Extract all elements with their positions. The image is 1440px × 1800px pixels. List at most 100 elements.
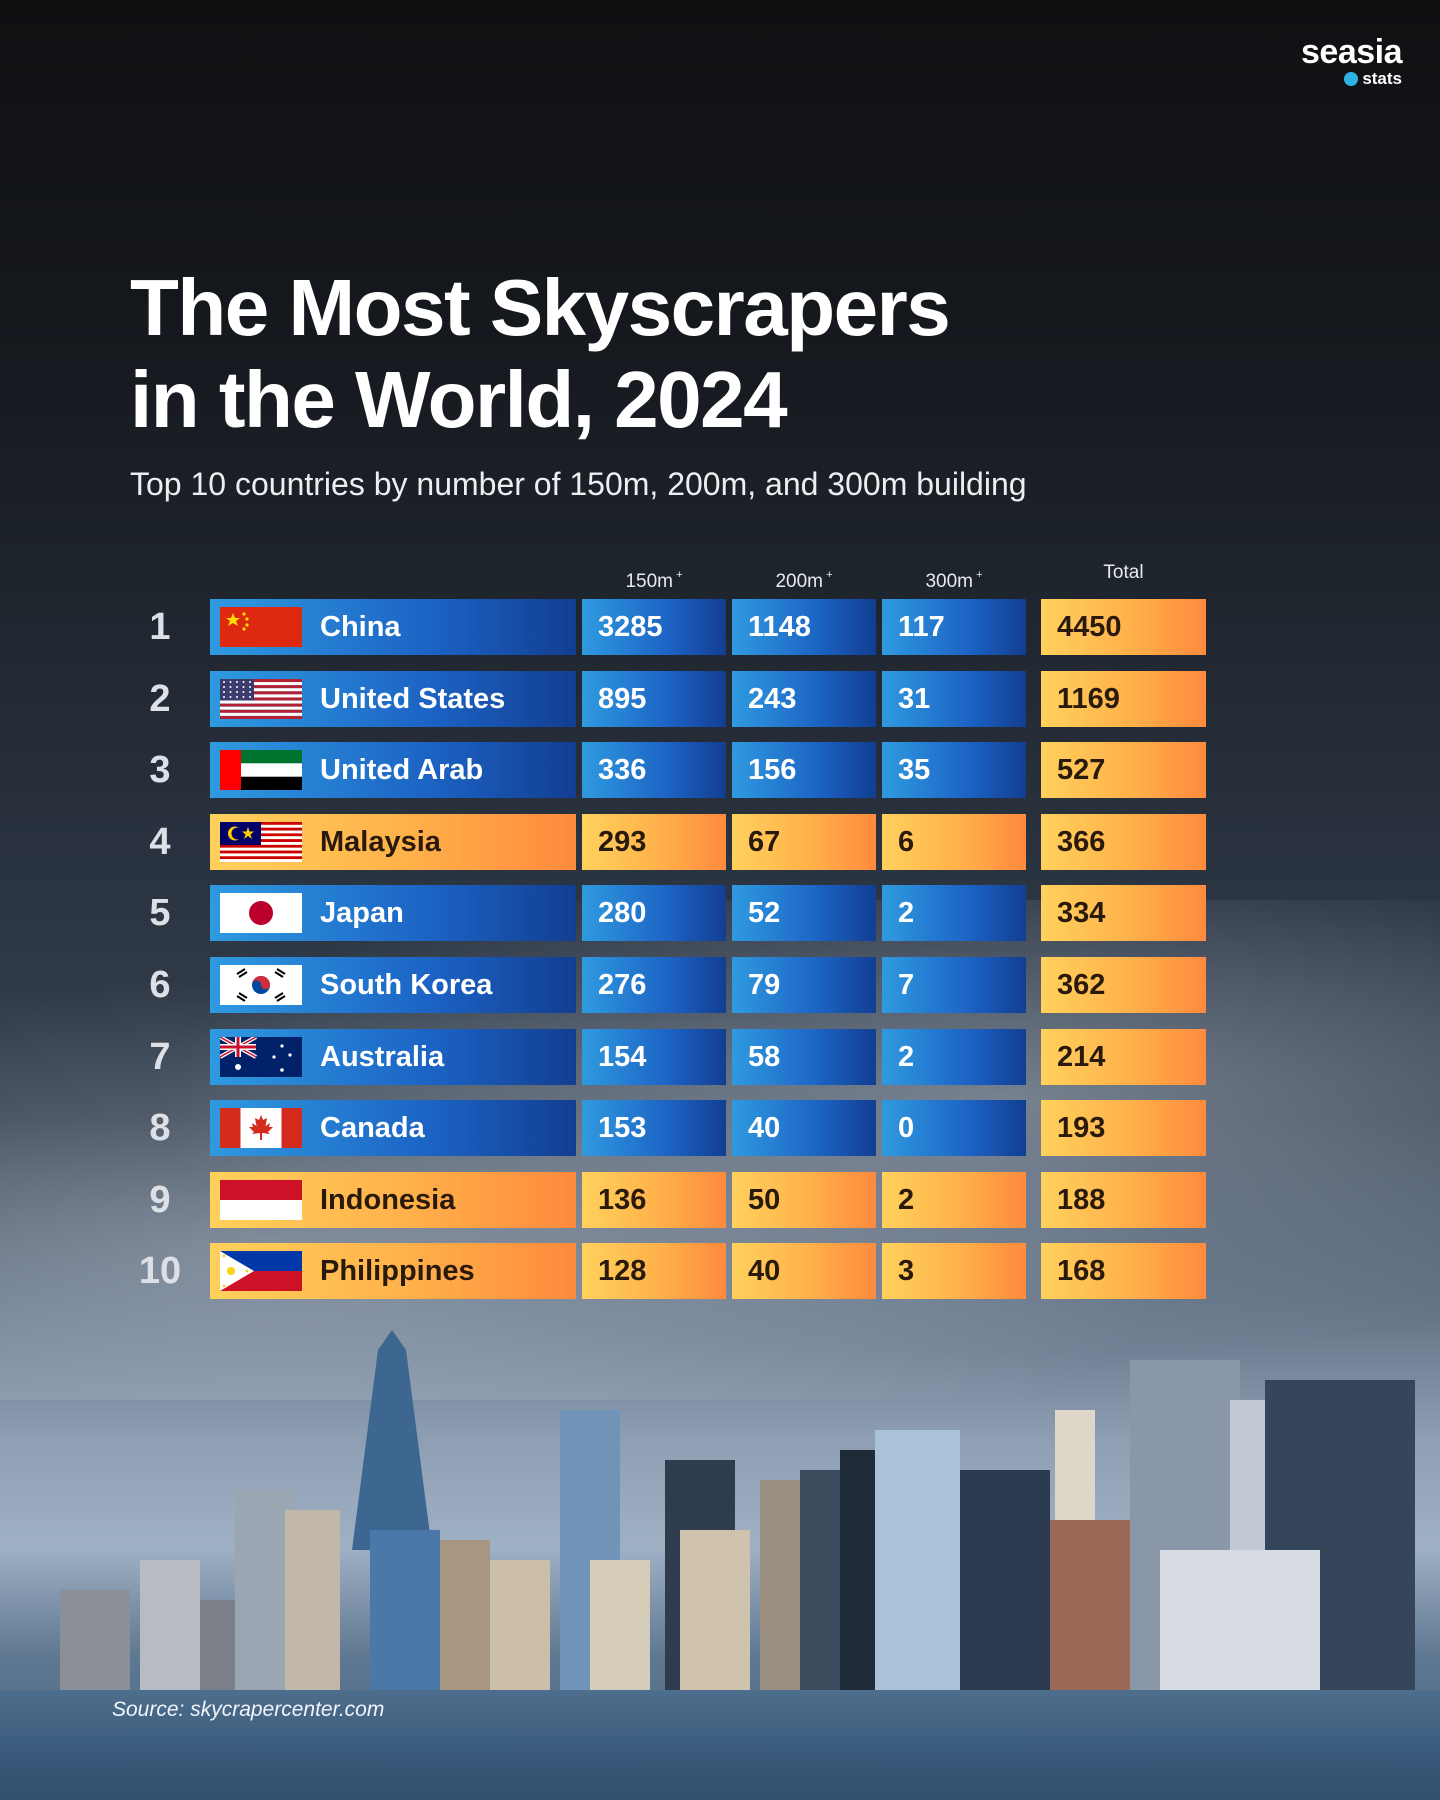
total-value-cell: 527 <box>1041 742 1206 798</box>
chart-subtitle: Top 10 countries by number of 150m, 200m… <box>130 466 1027 502</box>
value-cell-150m: 293 <box>582 814 726 870</box>
brand-name: seasia <box>1301 33 1403 71</box>
value-cell-150m: 280 <box>582 885 726 941</box>
rank-number: 1 <box>149 606 171 648</box>
country-name: Indonesia <box>320 1184 456 1216</box>
column-header-300m: 300m + <box>882 563 1026 594</box>
total-value-cell: 4450 <box>1041 599 1206 655</box>
country-name: Canada <box>320 1112 425 1144</box>
total-value-cell: 366 <box>1041 814 1206 870</box>
country-cell: Indonesia <box>210 1172 576 1228</box>
country-name: United Arab <box>320 754 484 786</box>
column-header-150m: 150m + <box>582 563 726 594</box>
total-value-cell: 334 <box>1041 885 1206 941</box>
chart-title: The Most Skyscrapers in the World, 2024 <box>130 262 1330 446</box>
value-cell-150m: 276 <box>582 957 726 1013</box>
philippines-flag-icon <box>220 1251 302 1291</box>
column-header-sup: + <box>673 569 683 581</box>
value-cell-200m: 40 <box>732 1100 876 1156</box>
rank-number: 6 <box>149 964 171 1006</box>
value-cell-300m: 35 <box>882 742 1026 798</box>
value-cell-300m: 0 <box>882 1100 1026 1156</box>
value-cell-200m: 52 <box>732 885 876 941</box>
value-cell-300m: 3 <box>882 1243 1026 1299</box>
value-cell-300m: 117 <box>882 599 1026 655</box>
column-header-label: Total <box>1103 562 1144 583</box>
country-cell: Japan <box>210 885 576 941</box>
brand-sub-label: stats <box>1362 69 1402 88</box>
column-header-label: 150m <box>625 571 674 592</box>
value-cell-300m: 2 <box>882 885 1026 941</box>
value-cell-150m: 153 <box>582 1100 726 1156</box>
title-line-2: in the World, 2024 <box>130 355 788 444</box>
value-cell-150m: 154 <box>582 1029 726 1085</box>
rank-number: 10 <box>138 1250 182 1292</box>
indonesia-flag-icon <box>220 1180 302 1220</box>
value-cell-200m: 243 <box>732 671 876 727</box>
rank-number: 7 <box>149 1036 171 1078</box>
country-cell: Canada <box>210 1100 576 1156</box>
rank-number: 5 <box>149 892 171 934</box>
column-header-sup: + <box>973 569 983 581</box>
value-cell-300m: 6 <box>882 814 1026 870</box>
rank-number: 3 <box>149 749 171 791</box>
value-cell-200m: 79 <box>732 957 876 1013</box>
country-name: Japan <box>320 897 404 929</box>
south-korea-flag-icon <box>220 965 302 1005</box>
value-cell-300m: 7 <box>882 957 1026 1013</box>
country-cell: United States <box>210 671 576 727</box>
canada-flag-icon <box>220 1108 302 1148</box>
country-name: Philippines <box>320 1255 475 1287</box>
title-line-1: The Most Skyscrapers <box>130 263 951 352</box>
value-cell-200m: 58 <box>732 1029 876 1085</box>
country-cell: China <box>210 599 576 655</box>
value-cell-200m: 156 <box>732 742 876 798</box>
value-cell-300m: 2 <box>882 1172 1026 1228</box>
country-name: South Korea <box>320 969 493 1001</box>
value-cell-150m: 895 <box>582 671 726 727</box>
china-flag-icon <box>220 607 302 647</box>
value-cell-300m: 2 <box>882 1029 1026 1085</box>
brand-sub: stats <box>1301 70 1402 88</box>
country-cell: United Arab <box>210 742 576 798</box>
value-cell-200m: 50 <box>732 1172 876 1228</box>
country-name: Malaysia <box>320 826 441 858</box>
column-header-label: 200m <box>775 571 824 592</box>
column-header-label: 300m <box>925 571 974 592</box>
rank-number: 4 <box>149 821 171 863</box>
total-value-cell: 168 <box>1041 1243 1206 1299</box>
brand-dot-icon <box>1344 72 1359 86</box>
country-cell: Philippines <box>210 1243 576 1299</box>
country-cell: South Korea <box>210 957 576 1013</box>
total-value-cell: 1169 <box>1041 671 1206 727</box>
malaysia-flag-icon <box>220 822 302 862</box>
value-cell-200m: 1148 <box>732 599 876 655</box>
value-cell-150m: 3285 <box>582 599 726 655</box>
us-flag-icon <box>220 679 302 719</box>
value-cell-150m: 128 <box>582 1243 726 1299</box>
value-cell-150m: 136 <box>582 1172 726 1228</box>
total-value-cell: 188 <box>1041 1172 1206 1228</box>
rank-number: 9 <box>149 1179 171 1221</box>
water <box>0 1690 1440 1800</box>
value-cell-200m: 67 <box>732 814 876 870</box>
country-cell: Australia <box>210 1029 576 1085</box>
column-header-sup: + <box>823 569 833 581</box>
source-note: Source: skycrapercenter.com <box>112 1698 385 1721</box>
total-value-cell: 214 <box>1041 1029 1206 1085</box>
total-value-cell: 362 <box>1041 957 1206 1013</box>
country-name: China <box>320 611 401 643</box>
value-cell-150m: 336 <box>582 742 726 798</box>
rank-number: 8 <box>149 1107 171 1149</box>
country-name: Australia <box>320 1041 445 1073</box>
column-header-200m: 200m + <box>732 563 876 594</box>
rank-number: 2 <box>149 678 171 720</box>
column-header-total: Total <box>1041 561 1206 585</box>
value-cell-300m: 31 <box>882 671 1026 727</box>
japan-flag-icon <box>220 893 302 933</box>
country-cell: Malaysia <box>210 814 576 870</box>
value-cell-200m: 40 <box>732 1243 876 1299</box>
uae-flag-icon <box>220 750 302 790</box>
total-value-cell: 193 <box>1041 1100 1206 1156</box>
brand-logo: seasia stats <box>1301 33 1403 88</box>
